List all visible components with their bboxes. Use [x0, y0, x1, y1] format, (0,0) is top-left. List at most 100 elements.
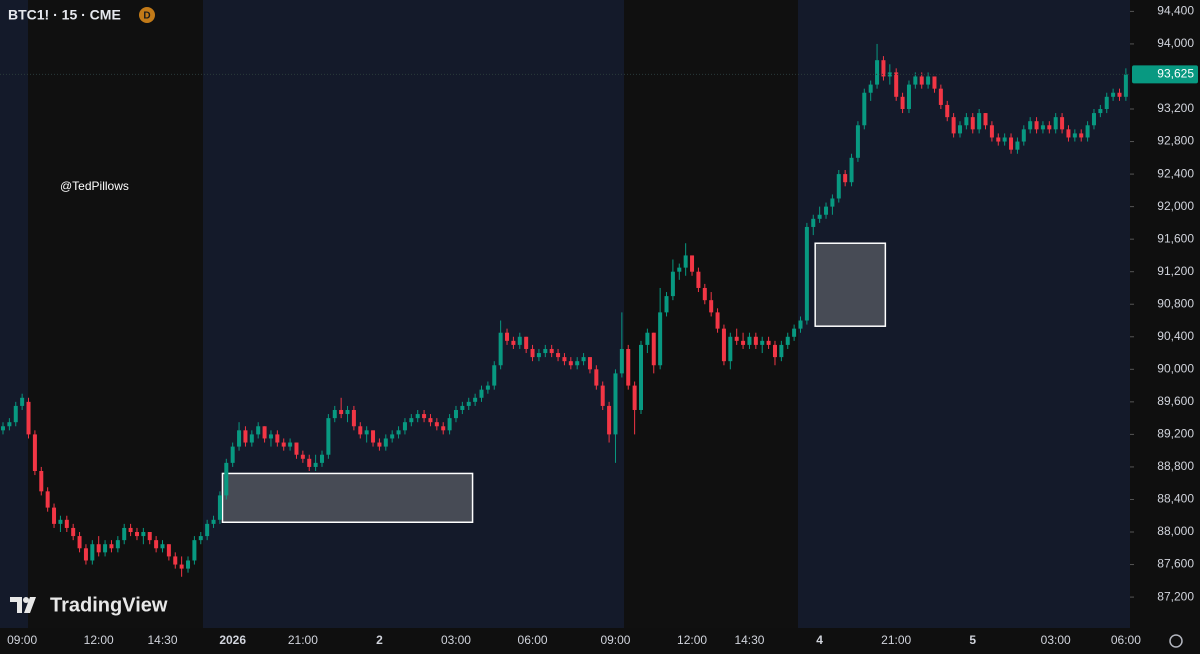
candle-body — [307, 458, 312, 467]
candle-body — [7, 422, 12, 427]
candle-body — [230, 446, 235, 463]
candle-body — [868, 84, 873, 93]
x-tick-label: 2026 — [219, 633, 246, 647]
candle-body — [141, 532, 146, 537]
candle-body — [741, 340, 746, 345]
candle-body — [320, 454, 324, 463]
candle-body — [594, 369, 599, 386]
candle-body — [958, 125, 962, 134]
candle-body — [581, 357, 586, 362]
price-label-box — [1132, 65, 1198, 84]
candle-body — [90, 544, 95, 561]
candle-body — [1066, 129, 1071, 138]
candle-body — [409, 418, 414, 423]
candle-body — [288, 442, 293, 447]
candle-body — [530, 348, 535, 358]
candle-body — [575, 361, 580, 366]
candle-body — [109, 544, 114, 549]
y-tick-label: 89,600 — [1157, 394, 1194, 408]
candle-body — [339, 409, 344, 415]
candle-body — [1028, 121, 1033, 130]
candle-body — [938, 88, 943, 105]
candle-body — [13, 405, 18, 423]
y-tick-label: 93,200 — [1157, 101, 1194, 115]
candle-body — [804, 226, 809, 321]
candle-body — [160, 544, 165, 549]
candle-body — [1002, 137, 1007, 142]
candle-body — [709, 300, 714, 313]
candle-body — [543, 348, 548, 354]
candle-body — [632, 385, 637, 410]
candle-body — [371, 430, 376, 443]
candle-body — [275, 434, 280, 443]
candle-body — [887, 72, 892, 77]
candle-body — [281, 442, 286, 447]
x-tick-label: 14:30 — [147, 633, 177, 647]
candle-body — [256, 426, 261, 435]
candle-body — [587, 357, 592, 370]
candle-body — [811, 218, 816, 227]
candle-body — [26, 401, 31, 435]
x-tick-label: 06:00 — [1111, 633, 1141, 647]
candle-body — [702, 287, 707, 301]
candle-body — [52, 507, 57, 524]
candle-body — [294, 442, 299, 455]
candle-body — [58, 519, 63, 524]
candle-body — [945, 104, 950, 118]
symbol-title: BTC1! · 15 · CME — [8, 7, 121, 23]
candle-body — [792, 328, 797, 337]
candle-body — [951, 117, 956, 134]
candle-body — [262, 426, 267, 439]
candle-body — [747, 336, 752, 345]
y-tick-label: 89,200 — [1157, 427, 1194, 441]
candle-body — [268, 434, 273, 439]
y-tick-label: 92,800 — [1157, 134, 1194, 148]
x-tick-label: 09:00 — [600, 633, 630, 647]
time-axis — [0, 628, 1130, 654]
brand-icon — [23, 597, 29, 603]
candle-body — [179, 564, 184, 569]
candle-body — [447, 418, 452, 431]
candle-body — [964, 117, 969, 126]
x-tick-label: 06:00 — [518, 633, 548, 647]
candle-body — [626, 348, 631, 386]
candle-body — [134, 532, 139, 537]
candle-body — [970, 117, 975, 130]
x-tick-label: 5 — [969, 633, 976, 647]
candle-body — [658, 312, 663, 366]
session-shade — [28, 0, 203, 628]
candle-body — [415, 414, 420, 419]
candle-body — [154, 540, 159, 549]
y-tick-label: 88,800 — [1157, 459, 1194, 473]
candle-body — [1104, 96, 1109, 110]
y-tick-label: 94,400 — [1157, 4, 1194, 18]
candle-body — [989, 125, 994, 138]
x-tick-label: 03:00 — [1041, 633, 1071, 647]
candle-body — [830, 198, 835, 207]
badge-icon — [139, 7, 155, 23]
x-tick-label: 21:00 — [288, 633, 318, 647]
candle-body — [428, 418, 433, 423]
candle-body — [849, 157, 854, 183]
candle-body — [760, 340, 765, 345]
candle-body — [122, 527, 127, 541]
settings-icon[interactable] — [1169, 634, 1183, 648]
candle-body — [536, 353, 541, 358]
candle-body — [549, 348, 554, 354]
candle-body — [562, 357, 567, 362]
x-tick-label: 09:00 — [7, 633, 37, 647]
candle-body — [460, 405, 465, 410]
candle-body — [128, 527, 133, 533]
candle-body — [249, 434, 254, 443]
brand-icon — [10, 597, 36, 613]
candle-body — [441, 426, 446, 431]
candle-body — [313, 462, 318, 467]
candle-body — [766, 340, 771, 345]
candle-body — [779, 344, 784, 358]
badge: D — [143, 11, 150, 22]
candle-body — [505, 332, 510, 341]
candle-body — [237, 430, 242, 447]
candle-body — [1117, 92, 1122, 97]
candle-body — [45, 491, 50, 508]
